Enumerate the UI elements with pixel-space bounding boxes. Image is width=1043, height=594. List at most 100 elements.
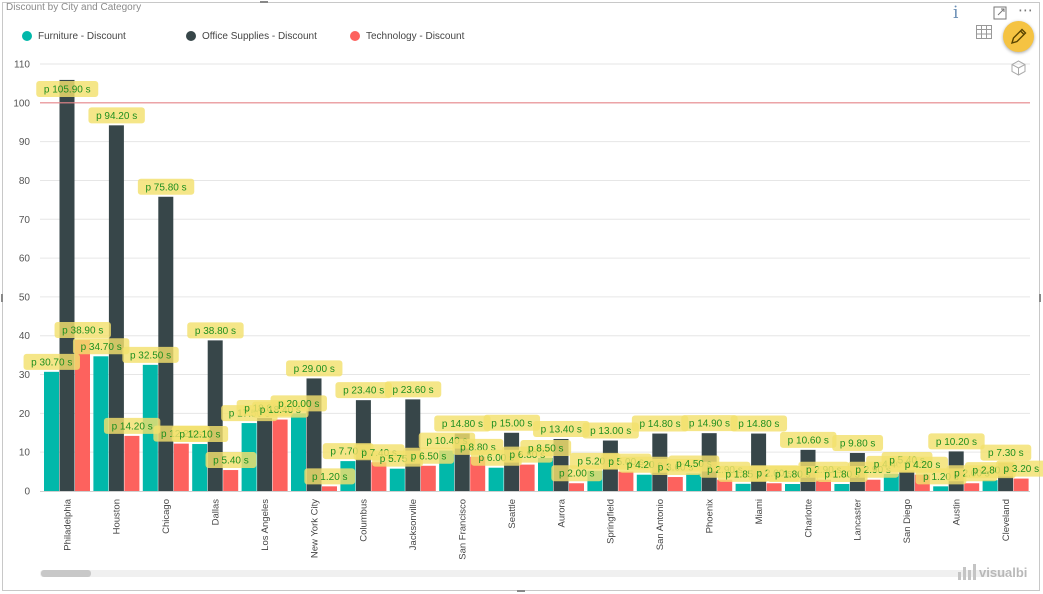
data-label-background — [533, 420, 590, 437]
data-label: p 14.80 s — [434, 415, 491, 432]
bar[interactable] — [93, 356, 109, 491]
focus-mode-icon[interactable] — [993, 6, 1007, 22]
data-label: p 94.20 s — [88, 107, 145, 124]
watermark-logo: visualbi — [958, 564, 1027, 580]
y-tick-label: 70 — [19, 215, 31, 226]
data-label-text: p 5.40 s — [213, 456, 249, 467]
bar[interactable] — [75, 339, 90, 491]
bar[interactable] — [751, 433, 767, 491]
data-label-text: p 14.80 s — [442, 419, 483, 430]
data-label-text: p 23.60 s — [392, 385, 433, 396]
bar[interactable] — [982, 480, 998, 491]
data-label: p 23.40 s — [335, 382, 392, 399]
bar[interactable] — [883, 473, 899, 491]
data-label-text: p 2.80 s — [973, 466, 1009, 477]
legend-label-technology: Technology - Discount — [366, 30, 465, 42]
legend-label-office-supplies: Office Supplies - Discount — [202, 30, 317, 42]
bar[interactable] — [192, 444, 208, 491]
resize-handle-right[interactable] — [1039, 294, 1041, 302]
data-label-background — [205, 452, 257, 469]
scrollbar-thumb[interactable] — [41, 570, 91, 577]
bar[interactable] — [816, 479, 831, 491]
bar[interactable] — [158, 196, 174, 491]
bar[interactable] — [488, 467, 504, 491]
data-label-background — [286, 360, 343, 377]
bar[interactable] — [44, 371, 59, 491]
x-tick-label: Aurora — [556, 498, 567, 527]
bar[interactable] — [865, 479, 881, 491]
data-label-background — [103, 417, 161, 434]
bar[interactable] — [899, 470, 915, 491]
x-tick-label: Lancaster — [853, 499, 864, 541]
x-tick-label: San Francisco — [457, 499, 468, 560]
data-label-text: p 8.80 s — [460, 442, 496, 453]
y-tick-label: 100 — [13, 98, 30, 109]
x-tick-label: Los Angeles — [260, 499, 271, 551]
more-options-icon[interactable]: ⋯ — [1018, 2, 1033, 19]
bar[interactable] — [405, 399, 421, 491]
bar[interactable] — [766, 483, 782, 491]
x-tick-label: Columbus — [359, 499, 370, 542]
resize-handle-top[interactable] — [260, 1, 268, 3]
bar[interactable] — [207, 340, 223, 491]
bar[interactable] — [933, 486, 949, 491]
bar[interactable] — [964, 483, 980, 491]
legend-item-furniture[interactable]: Furniture - Discount — [22, 29, 186, 43]
legend-item-technology[interactable]: Technology - Discount — [350, 29, 514, 43]
data-label-background — [520, 440, 572, 457]
data-label-background — [483, 414, 541, 431]
table-view-icon[interactable] — [976, 25, 992, 41]
bar[interactable] — [1013, 478, 1029, 491]
horizontal-scrollbar[interactable] — [40, 570, 1006, 577]
data-label-background — [928, 433, 985, 450]
data-label: p 9.80 s — [832, 434, 884, 451]
bar[interactable] — [569, 483, 584, 491]
bar[interactable] — [59, 79, 75, 491]
bar[interactable] — [686, 473, 702, 491]
bar[interactable] — [389, 468, 405, 491]
data-label: p 7.30 s — [980, 444, 1032, 461]
y-tick-label: 110 — [14, 60, 30, 71]
data-label: p 14.90 s — [681, 415, 738, 432]
bar[interactable] — [291, 413, 306, 491]
x-tick-label: Dallas — [210, 499, 221, 526]
bar[interactable] — [108, 125, 124, 491]
x-tick-label: Austin — [951, 499, 962, 525]
legend-item-office-supplies[interactable]: Office Supplies - Discount — [186, 29, 350, 43]
bar[interactable] — [618, 471, 634, 491]
bar[interactable] — [519, 464, 535, 491]
bar[interactable] — [667, 477, 683, 491]
x-tick-label: Chicago — [161, 499, 172, 534]
y-tick-label: 10 — [19, 448, 31, 459]
bar[interactable] — [173, 443, 189, 491]
bar[interactable] — [538, 458, 553, 491]
bar[interactable] — [257, 418, 273, 491]
info-icon[interactable]: i — [953, 3, 959, 23]
data-label-background — [995, 460, 1043, 477]
data-label-background — [36, 81, 99, 97]
edit-button[interactable] — [1003, 21, 1034, 52]
chart-title: Discount by City and Category — [6, 2, 142, 13]
data-label-text: p 14.90 s — [689, 419, 730, 430]
bar[interactable] — [834, 484, 850, 491]
bar[interactable] — [717, 479, 733, 491]
bar[interactable] — [420, 465, 436, 491]
cube-icon[interactable] — [1011, 60, 1026, 78]
bar[interactable] — [223, 470, 239, 491]
legend-marker-office-supplies — [186, 31, 196, 41]
bar[interactable] — [785, 484, 800, 491]
bar[interactable] — [322, 486, 337, 491]
resize-handle-left[interactable] — [1, 294, 3, 302]
bar[interactable] — [272, 419, 288, 491]
resize-handle-bottom[interactable] — [517, 590, 525, 592]
bar[interactable] — [735, 483, 751, 491]
data-label-text: p 8.50 s — [528, 444, 564, 455]
x-tick-label: Houston — [112, 499, 123, 534]
legend-marker-furniture — [22, 31, 32, 41]
bar[interactable] — [371, 462, 387, 491]
data-label: p 14.80 s — [730, 415, 788, 432]
data-label-text: p 1.85 s — [726, 469, 762, 480]
bar[interactable] — [636, 474, 652, 491]
bar[interactable] — [124, 435, 140, 491]
